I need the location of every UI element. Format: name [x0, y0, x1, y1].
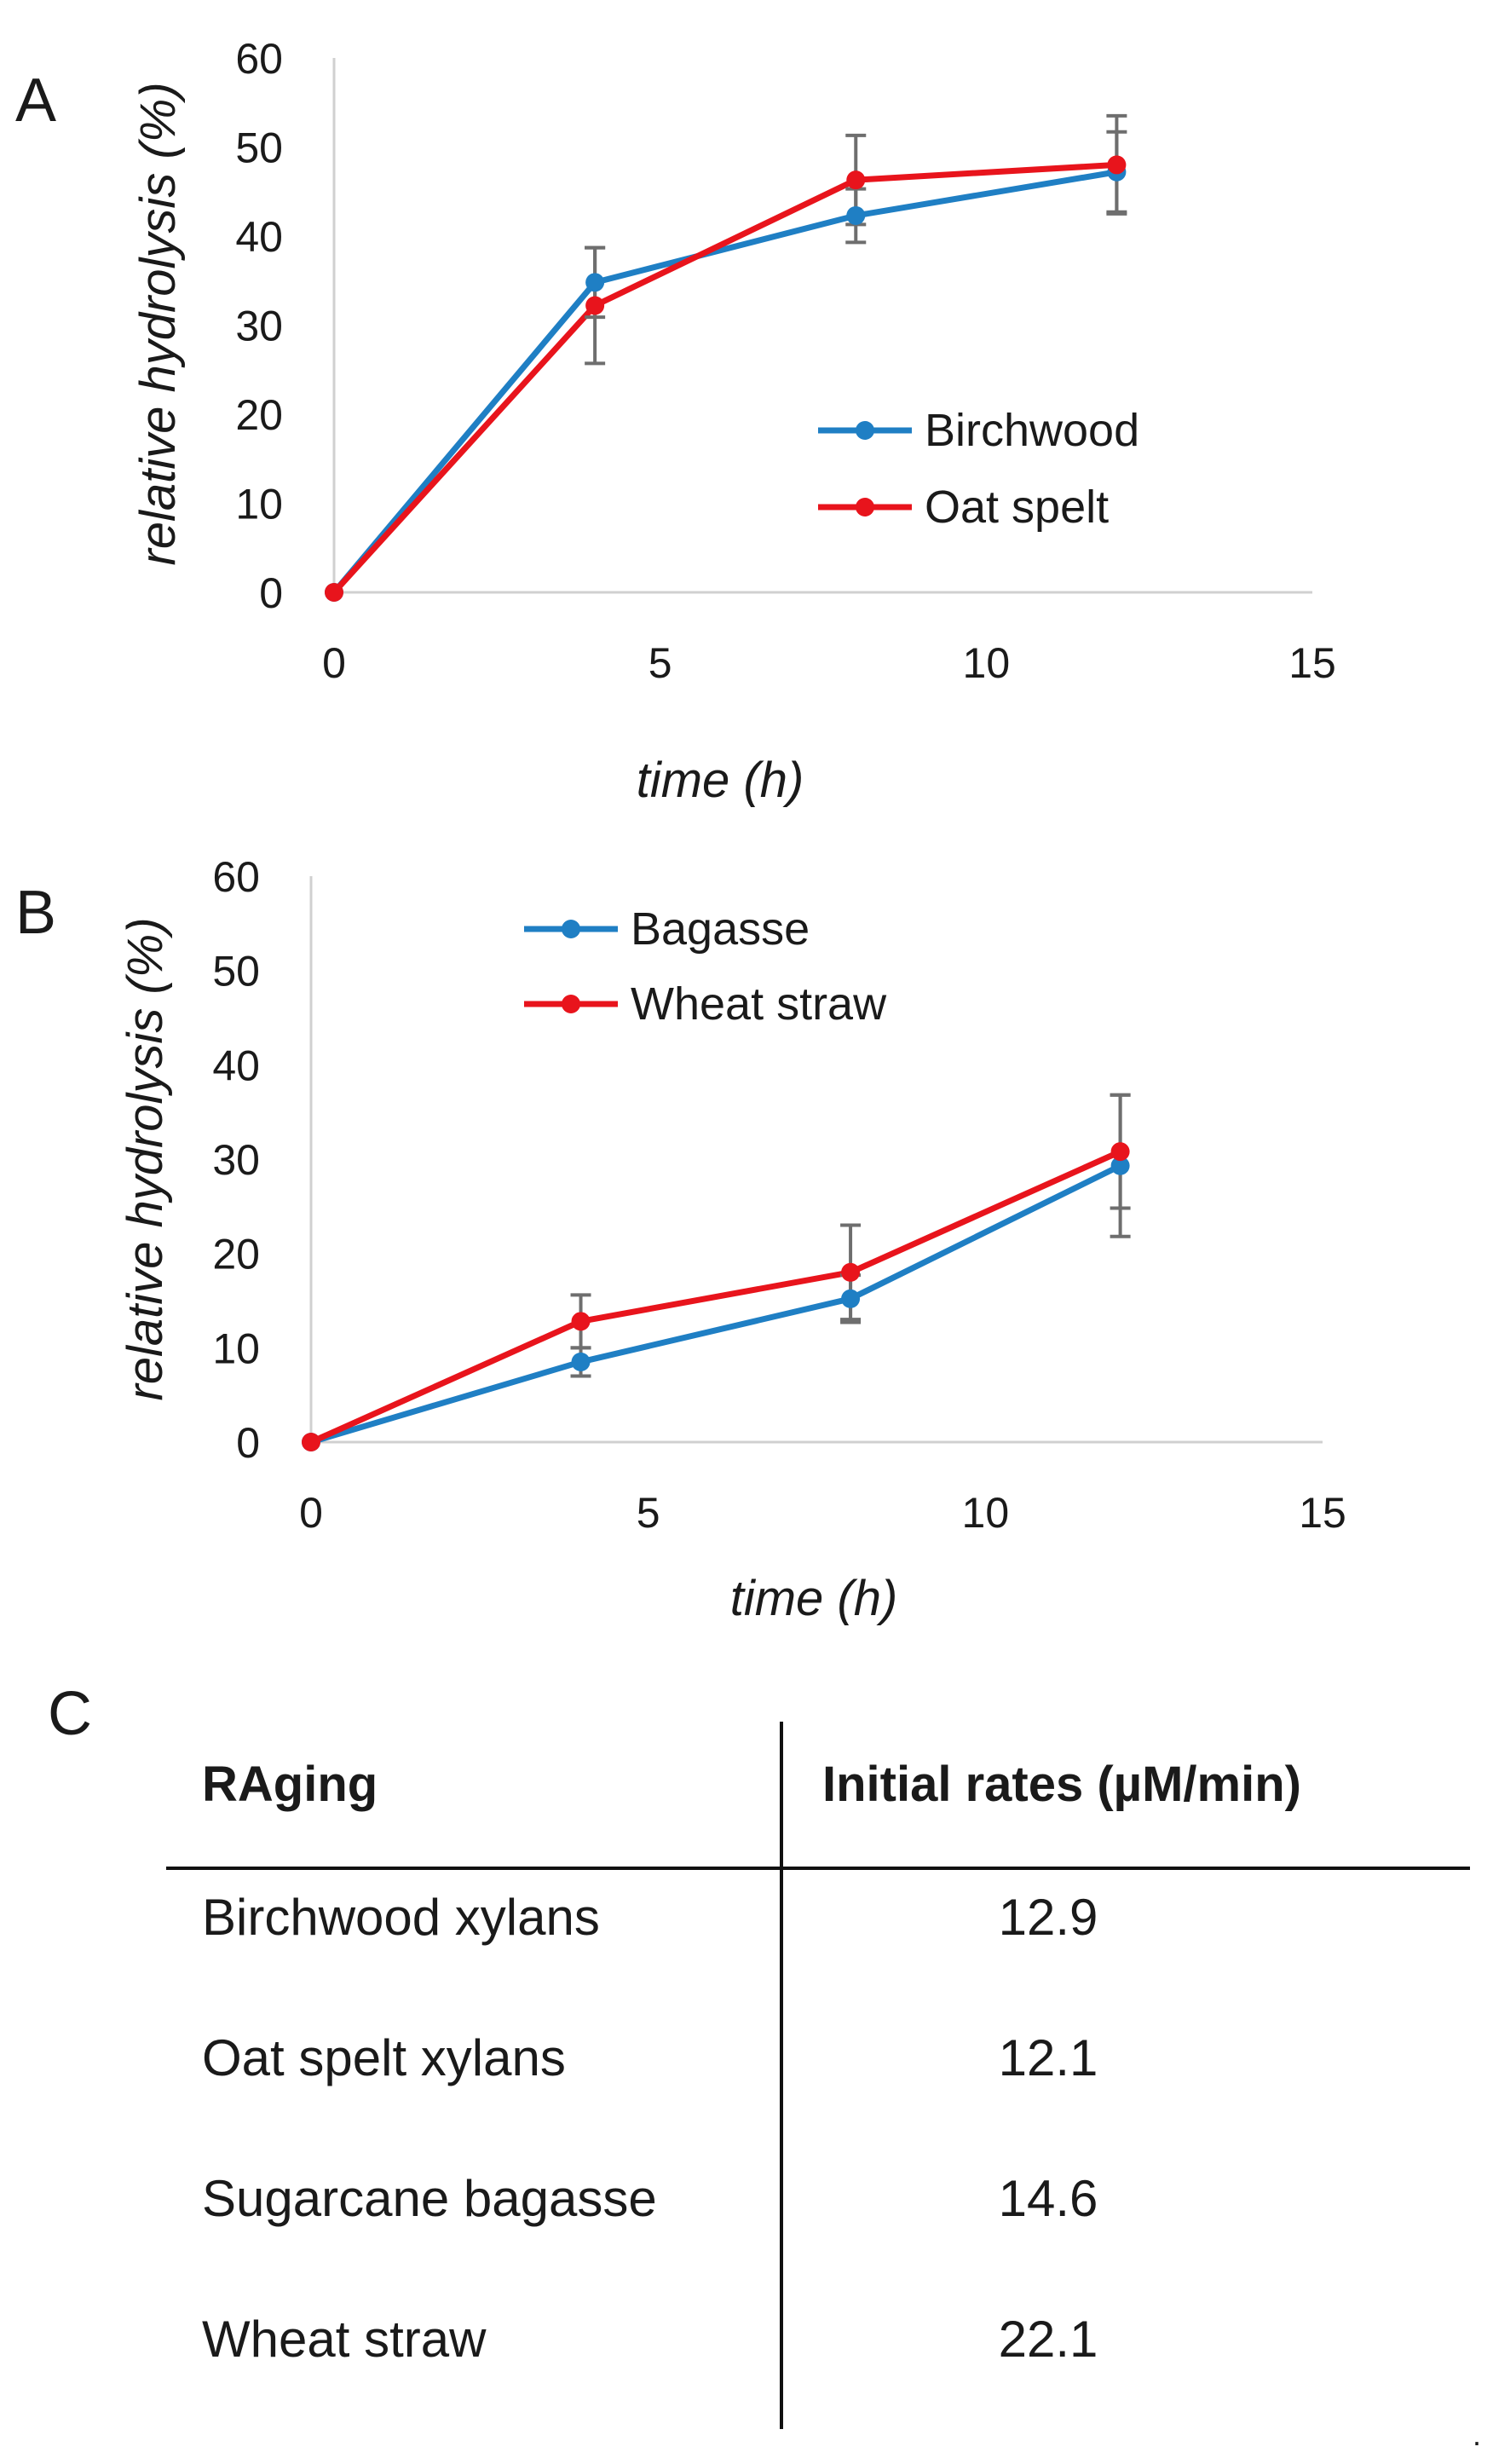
table-row-4-rate: 22.1	[998, 2311, 1098, 2368]
panel-a-series-1-point	[846, 205, 866, 225]
table-header-initial-rates: Initial rates (µM/min)	[822, 1757, 1301, 1812]
table-row-2-rate: 12.1	[998, 2029, 1098, 2086]
panel-b-series-2-point	[571, 1312, 591, 1331]
panel-a-legend-label: Oat spelt	[925, 482, 1109, 533]
table-header-substrate: RAging	[202, 1757, 378, 1812]
panel-b-series-2-line	[309, 1148, 1122, 1446]
panel-a-y-tick-label: 60	[235, 35, 283, 83]
panel-b-x-tick-label: 10	[962, 1489, 1010, 1537]
panel-a-y-tick-label: 0	[259, 569, 283, 617]
panel-b-y-tick-label: 0	[236, 1419, 260, 1467]
table-row-3-rate: 14.6	[998, 2170, 1098, 2227]
table-row-4-substrate: Wheat straw	[202, 2311, 487, 2368]
panel-b-y-tick-label: 10	[212, 1324, 260, 1372]
panel-letter-c: C	[48, 1680, 92, 1748]
panel-a-x-tick-label: 15	[1288, 639, 1336, 687]
panel-a-y-tick-label: 30	[235, 303, 283, 350]
panel-a-series-2-line	[331, 161, 1117, 595]
panel-b-y-tick-label: 30	[212, 1136, 260, 1184]
panel-b-legend-label: Wheat straw	[631, 978, 887, 1030]
panel-b-x-tick-label: 15	[1299, 1489, 1346, 1537]
table-row-1-rate: 12.9	[998, 1889, 1098, 1946]
panel-letter-a: A	[15, 66, 57, 135]
panel-a-y-tick-label: 10	[235, 481, 283, 528]
table-row-3-substrate: Sugarcane bagasse	[202, 2170, 657, 2227]
panel-b-x-tick-label: 0	[299, 1489, 323, 1537]
panel-a-series-1-point	[585, 273, 605, 292]
panel-a-series-1-line	[331, 169, 1117, 595]
panel-b-y-tick-label: 40	[212, 1042, 260, 1089]
panel-b-y-tick-label: 20	[212, 1231, 260, 1278]
panel-a-y-tick-label: 40	[235, 213, 283, 261]
panel-b-series-2-point	[302, 1433, 320, 1451]
panel-a-series-2-point	[585, 296, 605, 315]
panel-a-x-tick-label: 0	[322, 639, 346, 687]
panel-a-y-tick-label: 50	[235, 124, 283, 172]
panel-b-series-2-point	[1110, 1142, 1130, 1162]
panel-a-series-2-point	[325, 583, 343, 602]
panel-b-series-1-point	[1110, 1156, 1130, 1175]
table-row-1-substrate: Birchwood xylans	[202, 1889, 600, 1946]
panel-b-series-1-point	[841, 1289, 861, 1308]
panel-a-x-tick-label: 5	[649, 639, 672, 687]
table-column-divider	[780, 1722, 783, 2429]
panel-a-y-axis-label: relative hydrolysis (%)	[130, 82, 186, 565]
initial-rates-table: RAging Initial rates (µM/min) Birchwood …	[166, 1722, 1470, 2429]
panel-a-x-axis-label: time (h)	[637, 753, 804, 808]
panel-b-x-axis-label: time (h)	[730, 1571, 898, 1626]
panel-b-legend-swatch-point	[562, 920, 580, 938]
panel-b-y-axis-label: relative hydrolysis (%)	[118, 917, 173, 1400]
panel-a-legend-swatch-point	[856, 421, 874, 440]
panel-b-series-2-point	[841, 1262, 861, 1282]
panel-b-series-1-point	[571, 1352, 591, 1371]
panel-b-legend-label: Bagasse	[631, 903, 810, 955]
panel-a-y-tick-label: 20	[235, 391, 283, 439]
panel-a-x-tick-label: 10	[963, 639, 1011, 687]
trailing-period: .	[1473, 2417, 1482, 2452]
panel-b-y-tick-label: 60	[212, 853, 260, 901]
panel-letter-b: B	[15, 879, 57, 947]
table-row-2-substrate: Oat spelt xylans	[202, 2029, 566, 2086]
panel-a-series-2-point	[1107, 155, 1127, 175]
panel-a-legend-swatch-point	[856, 498, 874, 516]
panel-b-series-1-line	[310, 1163, 1122, 1446]
panel-a-legend-label: Birchwood	[925, 405, 1139, 456]
panel-a-series-2-point	[846, 170, 866, 190]
panel-b-y-tick-label: 50	[212, 948, 260, 995]
panel-b-x-tick-label: 5	[637, 1489, 660, 1537]
table-header-rule	[166, 1867, 1470, 1870]
panel-b-legend-swatch-point	[562, 995, 580, 1013]
